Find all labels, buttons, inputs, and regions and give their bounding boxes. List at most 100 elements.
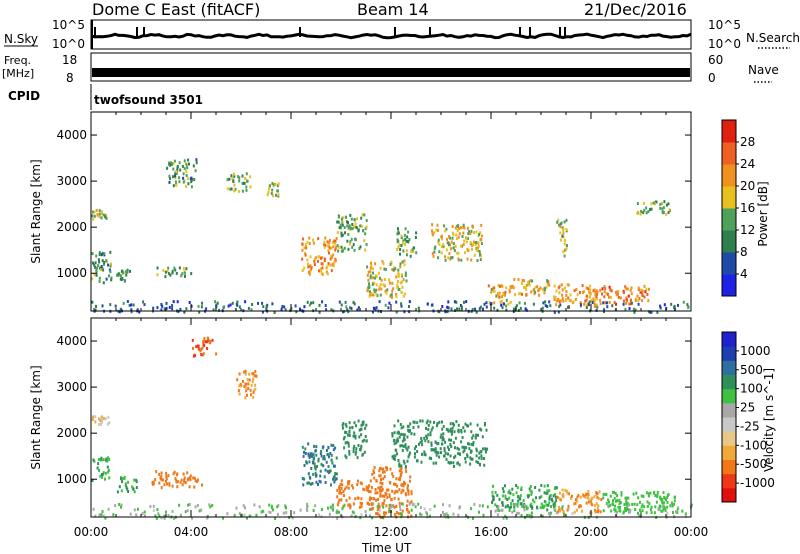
range-cell: [400, 432, 403, 436]
range-cell: [156, 273, 159, 277]
range-cell: [403, 310, 406, 314]
range-cell: [511, 487, 514, 491]
range-cell: [402, 278, 405, 282]
range-cell: [552, 494, 555, 498]
range-cell: [579, 504, 582, 508]
range-cell: [120, 505, 122, 509]
range-cell: [562, 495, 565, 499]
range-cell: [95, 267, 98, 270]
range-cell: [443, 454, 445, 458]
range-cell: [96, 466, 99, 470]
range-cell: [578, 505, 580, 509]
range-cell: [375, 288, 378, 292]
range-cell: [561, 234, 564, 238]
range-cell: [349, 506, 352, 510]
range-cell: [313, 257, 316, 261]
range-cell: [337, 500, 340, 504]
range-cell: [318, 479, 321, 483]
range-cell: [242, 181, 245, 185]
range-cell: [350, 306, 353, 310]
range-cell: [402, 444, 405, 448]
range-cell: [400, 491, 403, 495]
range-cell: [358, 247, 361, 251]
range-cell: [447, 256, 450, 260]
range-cell: [198, 509, 201, 513]
range-cell: [331, 241, 334, 245]
range-cell: [320, 454, 323, 458]
range-cell: [457, 513, 460, 517]
range-cell: [319, 480, 322, 484]
range-cell: [196, 504, 199, 507]
range-cell: [183, 271, 186, 275]
range-cell: [641, 292, 644, 296]
range-cell: [135, 513, 138, 517]
range-cell: [667, 202, 670, 206]
range-cell: [475, 449, 478, 453]
range-cell: [304, 253, 307, 257]
range-cell: [354, 222, 357, 226]
range-cell: [345, 499, 348, 502]
range-cell: [391, 472, 394, 476]
range-cell: [302, 483, 305, 487]
range-cell: [400, 444, 403, 447]
range-cell: [168, 272, 171, 276]
range-cell: [450, 307, 453, 311]
range-cell: [615, 293, 618, 297]
range-cell: [185, 185, 188, 189]
range-cell: [403, 461, 406, 465]
range-cell: [167, 474, 170, 478]
range-cell: [440, 433, 443, 437]
range-cell: [401, 285, 404, 289]
range-cell: [364, 426, 367, 430]
range-cell: [314, 467, 317, 471]
range-cell: [102, 416, 105, 420]
range-cell: [623, 503, 626, 507]
range-cell: [360, 513, 363, 517]
range-cell: [433, 250, 436, 254]
range-cell: [376, 512, 379, 516]
range-cell: [505, 286, 508, 290]
range-cell: [470, 457, 473, 461]
power-colorbar-swatch: [722, 120, 736, 143]
range-cell: [378, 300, 381, 304]
range-cell: [331, 262, 334, 266]
range-cell: [340, 217, 343, 221]
range-cell: [453, 464, 455, 468]
range-cell: [496, 513, 499, 517]
range-cell: [372, 293, 375, 297]
range-cell: [242, 504, 245, 508]
range-cell: [347, 226, 350, 230]
range-cell: [659, 202, 662, 206]
range-cell: [340, 249, 343, 253]
range-cell: [472, 516, 474, 520]
range-cell: [303, 305, 306, 309]
range-cell: [245, 172, 248, 176]
range-cell: [551, 499, 554, 503]
range-cell: [327, 506, 329, 510]
range-cell: [102, 514, 105, 518]
range-cell: [656, 493, 659, 497]
range-cell: [252, 389, 255, 393]
range-cell: [358, 505, 361, 509]
range-cell: [249, 175, 252, 179]
range-cell: [129, 269, 131, 273]
range-cell: [404, 243, 406, 246]
range-cell: [464, 457, 467, 460]
range-cell: [206, 347, 209, 350]
range-cell: [342, 249, 345, 253]
range-cell: [223, 305, 226, 309]
range-cell: [381, 487, 384, 491]
range-cell: [599, 288, 602, 292]
range-cell: [585, 492, 588, 496]
range-cell: [245, 185, 248, 189]
range-cell: [364, 509, 367, 513]
range-cell: [390, 261, 393, 265]
range-cell: [659, 504, 662, 508]
range-cell: [597, 504, 600, 508]
range-cell: [615, 290, 618, 294]
range-cell: [178, 176, 181, 180]
range-cell: [546, 279, 549, 283]
range-cell: [498, 295, 501, 299]
range-cell: [515, 304, 518, 308]
range-cell: [562, 299, 565, 303]
